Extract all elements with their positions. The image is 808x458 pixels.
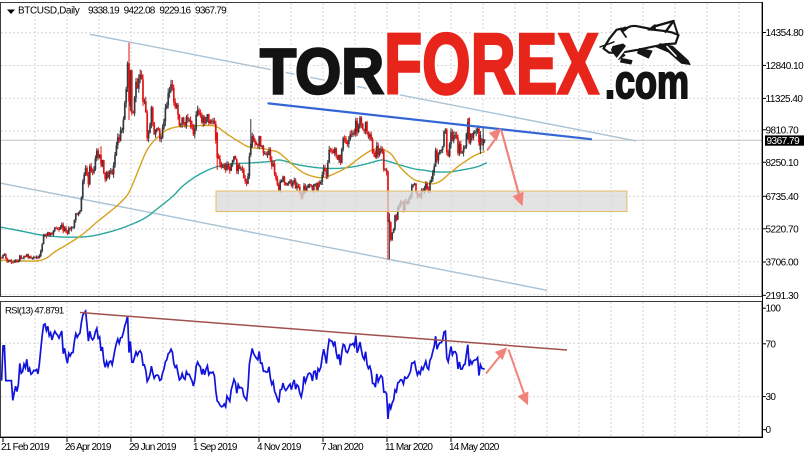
svg-text:6735.40: 6735.40 <box>766 192 800 203</box>
svg-text:TOR: TOR <box>260 36 384 108</box>
svg-text:2191.30: 2191.30 <box>766 291 800 302</box>
svg-text:.com: .com <box>605 55 689 108</box>
svg-text:5220.70: 5220.70 <box>766 224 800 235</box>
svg-text:30: 30 <box>766 392 777 403</box>
svg-text:8250.10: 8250.10 <box>766 158 800 169</box>
svg-text:70: 70 <box>766 339 777 350</box>
svg-text:29 Jun 2019: 29 Jun 2019 <box>129 442 177 453</box>
svg-text:9367.79: 9367.79 <box>767 136 801 147</box>
svg-text:14 May 2020: 14 May 2020 <box>449 442 500 453</box>
svg-text:21 Feb 2019: 21 Feb 2019 <box>1 442 50 453</box>
svg-text:1 Sep 2019: 1 Sep 2019 <box>193 442 238 453</box>
svg-text:BTCUSD,Daily: BTCUSD,Daily <box>18 6 80 17</box>
svg-text:FOREX: FOREX <box>384 17 599 113</box>
svg-text:100: 100 <box>766 304 782 315</box>
svg-text:0: 0 <box>766 425 772 436</box>
svg-text:.com: .com <box>605 55 689 108</box>
svg-text:11325.40: 11325.40 <box>766 94 804 105</box>
svg-text:TOR: TOR <box>260 36 384 108</box>
svg-text:7 Jan 2020: 7 Jan 2020 <box>321 442 364 453</box>
svg-text:26 Apr 2019: 26 Apr 2019 <box>65 442 112 453</box>
svg-text:9338.19 9422.08 9229.16 9367.7: 9338.19 9422.08 9229.16 9367.79 <box>88 6 227 17</box>
svg-text:RSI(13) 47.8791: RSI(13) 47.8791 <box>5 306 64 317</box>
svg-text:11 Mar 2020: 11 Mar 2020 <box>385 442 433 453</box>
svg-text:FOREX: FOREX <box>384 17 599 113</box>
svg-text:12840.10: 12840.10 <box>766 61 805 72</box>
svg-text:14354.80: 14354.80 <box>766 28 805 39</box>
svg-text:3706.00: 3706.00 <box>766 258 800 269</box>
svg-text:4 Nov 2019: 4 Nov 2019 <box>257 442 302 453</box>
svg-text:9810.70: 9810.70 <box>766 125 800 136</box>
